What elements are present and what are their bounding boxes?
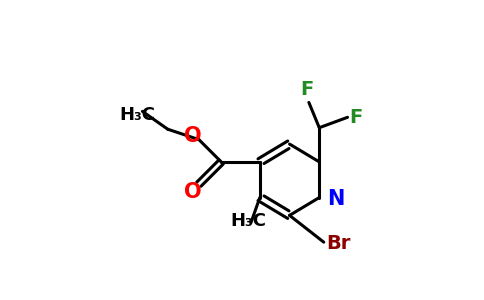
Text: H₃C: H₃C (230, 212, 266, 230)
Text: H₃C: H₃C (120, 106, 155, 124)
Text: F: F (349, 108, 363, 127)
Text: N: N (327, 189, 344, 209)
Text: F: F (300, 80, 314, 99)
Text: Br: Br (327, 234, 351, 253)
Text: O: O (184, 126, 202, 146)
Text: O: O (184, 182, 202, 202)
